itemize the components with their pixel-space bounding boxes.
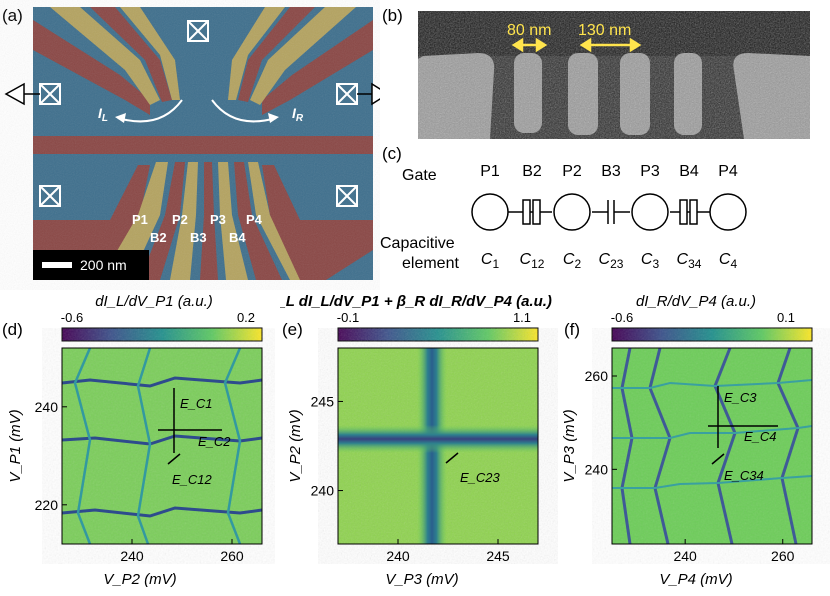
y-tick-label: 240 [311, 483, 335, 499]
colorbar-title: dI_R/dV_P4 (a.u.) [636, 293, 756, 310]
heatmap-f: E_C3 E_C4 E_C34 [612, 347, 813, 545]
amplifier-icon [4, 82, 25, 106]
panel-b-sem: 80 nm 130 nm [418, 11, 810, 139]
cap-label: C23 [599, 251, 624, 271]
annotation: E_C23 [460, 470, 501, 485]
amplifier-icon [371, 82, 380, 106]
cap-label: C2 [563, 251, 582, 271]
gate-name: P2 [562, 163, 582, 180]
chart-e: β_L dI_L/dV_P1 + β_R dI_R/dV_P4 (a.u.) -… [280, 293, 552, 588]
ohmic-contact-icon [39, 185, 61, 207]
plot-frame [611, 347, 813, 545]
colorbar-max: 0.1 [777, 310, 795, 325]
colorbar [61, 327, 263, 342]
y-tick-label: 220 [35, 497, 59, 513]
panel-label-b: (b) [382, 6, 403, 25]
plot-frame [61, 347, 263, 545]
dot-capacitor [471, 193, 509, 231]
gate-name: P3 [640, 163, 660, 180]
dot-capacitor [709, 193, 747, 231]
y-axis-label: V_P2 (mV) [287, 409, 304, 482]
ohmic-contact-icon [187, 20, 209, 42]
panel-label-a: (a) [2, 6, 23, 25]
x-axis-label: V_P3 (mV) [385, 571, 458, 588]
y-tick-label: 240 [35, 399, 59, 415]
circuit [471, 193, 747, 231]
gate-name: P1 [480, 163, 500, 180]
dot-capacitor [553, 193, 591, 231]
gate-name: P4 [718, 163, 738, 180]
y-tick-label: 240 [585, 461, 609, 477]
y-axis-label: V_P1 (mV) [7, 409, 24, 482]
panel-label-e: (e) [282, 320, 303, 339]
chart-f: dI_R/dV_P4 (a.u.) -0.6 0.1 E_C3 E_C4 E_C… [561, 293, 813, 588]
x-tick-label: 240 [673, 548, 697, 564]
panel-label-f: (f) [564, 320, 581, 339]
x-axis-label: V_P2 (mV) [103, 571, 176, 588]
cap-label: C34 [677, 251, 702, 271]
annotation: E_C1 [180, 396, 213, 411]
dimension-label-130nm: 130 nm [578, 22, 631, 39]
y-tick-label: 260 [585, 368, 609, 384]
current-arrow-right [211, 99, 277, 123]
annotation: E_C4 [744, 429, 777, 444]
colorbar-title: dI_L/dV_P1 (a.u.) [95, 293, 213, 310]
ohmic-contact-icon [336, 185, 358, 207]
gate-label-p4: P4 [246, 212, 263, 227]
cap-label: C12 [520, 251, 545, 271]
colorbar-min: -0.6 [611, 310, 633, 325]
x-axis-label: V_P4 (mV) [659, 571, 732, 588]
plot-frame [337, 347, 539, 545]
panel-label-d: (d) [2, 320, 23, 339]
colorbar [611, 327, 813, 342]
x-tick-label: 260 [220, 548, 244, 564]
gate-label-p3: P3 [210, 212, 226, 227]
gate-name: B2 [522, 163, 542, 180]
annotation: E_C2 [198, 434, 231, 449]
x-tick-label: 245 [486, 548, 510, 564]
gate-label-p1: P1 [132, 212, 148, 227]
annotation: E_C34 [724, 468, 764, 483]
current-label-left: IL [98, 105, 108, 124]
colorbar-min: -0.1 [337, 310, 359, 325]
heatmap-e: E_C23 [338, 348, 538, 544]
annotation: E_C12 [172, 472, 213, 487]
cap-header-1: Capacitive [380, 235, 455, 252]
panel-a-sem: IL IR P1 P2 P3 P4 B2 B3 B4 200 nm [4, 7, 380, 280]
colorbar-max: 1.1 [513, 310, 531, 325]
heatmap-d: E_C1 E_C2 E_C12 [61, 347, 263, 545]
dimension-label-80nm: 80 nm [507, 22, 551, 39]
gate-name: B3 [601, 163, 621, 180]
y-tick-label: 245 [311, 393, 335, 409]
panel-c-diagram: Gate P1 B2 P2 B3 P3 B4 P4 Capacitive ele… [380, 163, 747, 272]
cap-label: C1 [481, 251, 500, 271]
annotation: E_C3 [724, 390, 757, 405]
x-tick-label: 240 [386, 548, 410, 564]
chart-d: dI_L/dV_P1 (a.u.) -0.6 0.2 E_C1 E_C2 E_C… [7, 293, 263, 588]
tunnel-junction [679, 199, 688, 225]
cap-label: C3 [641, 251, 660, 271]
colorbar-title: β_L dI_L/dV_P1 + β_R dI_R/dV_P4 (a.u.) [280, 293, 552, 310]
current-arrow-left [117, 99, 183, 123]
current-label-right: IR [292, 105, 304, 124]
gate-label-b4: B4 [229, 230, 246, 245]
gate-header: Gate [402, 167, 437, 184]
panel-label-c: (c) [382, 144, 402, 163]
gate-label-b2: B2 [150, 230, 167, 245]
dot-capacitor [631, 193, 669, 231]
gate-label-b3: B3 [190, 230, 207, 245]
colorbar [337, 327, 539, 342]
gate-label-p2: P2 [172, 212, 188, 227]
cap-header-2: element [402, 255, 459, 272]
cap-label: C4 [719, 251, 738, 271]
colorbar-min: -0.6 [61, 310, 83, 325]
x-tick-label: 260 [771, 548, 795, 564]
scale-bar [42, 262, 72, 268]
y-axis-label: V_P3 (mV) [561, 409, 578, 482]
gate-name: B4 [679, 163, 699, 180]
scale-bar-label: 200 nm [80, 257, 127, 273]
colorbar-max: 0.2 [237, 310, 255, 325]
x-tick-label: 240 [120, 548, 144, 564]
tunnel-junction [522, 199, 531, 225]
